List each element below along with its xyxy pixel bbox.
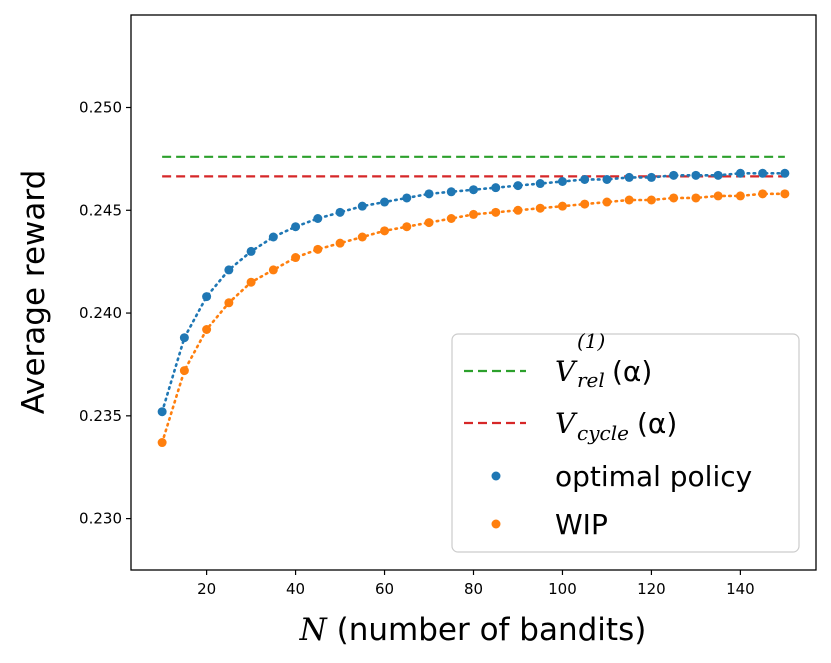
point-0-21 (624, 172, 634, 182)
point-1-28 (780, 189, 790, 199)
point-0-14 (469, 185, 478, 195)
point-1-1 (179, 366, 189, 376)
point-1-12 (424, 218, 434, 228)
y-axis-ticks: 0.230 0.235 0.240 0.245 0.250 (79, 99, 131, 528)
legend-swatch-optimal (491, 471, 501, 481)
point-1-13 (446, 214, 456, 223)
x-axis-label-text: (number of bandits) (327, 612, 647, 648)
point-1-23 (669, 193, 679, 203)
point-1-24 (691, 193, 701, 203)
point-0-28 (780, 168, 790, 178)
point-0-8 (335, 207, 345, 217)
point-1-4 (246, 277, 256, 287)
point-0-22 (646, 172, 656, 182)
point-1-19 (580, 199, 590, 209)
x-axis-label: N (number of bandits) (299, 612, 647, 648)
point-0-1 (179, 333, 189, 343)
point-0-26 (735, 168, 745, 178)
y-tick-label-0: 0.230 (79, 510, 122, 528)
point-1-10 (380, 226, 390, 236)
y-tick-label-3: 0.245 (79, 201, 122, 219)
legend-label-wip: WIP (555, 508, 608, 541)
point-1-18 (557, 201, 567, 211)
point-1-3 (224, 298, 234, 308)
point-0-27 (758, 168, 768, 178)
x-tick-label-3: 80 (464, 580, 483, 598)
point-1-25 (713, 191, 723, 201)
x-tick-label-6: 140 (726, 580, 755, 598)
point-1-16 (513, 205, 523, 215)
x-axis-ticks: 20 40 60 80 100 120 140 (197, 570, 755, 598)
point-0-11 (402, 193, 412, 203)
legend-label-optimal: optimal policy (555, 460, 752, 493)
point-1-14 (469, 209, 478, 219)
point-0-2 (202, 292, 212, 302)
x-tick-label-5: 120 (637, 580, 666, 598)
point-0-13 (446, 187, 456, 197)
point-1-27 (758, 189, 768, 199)
point-0-15 (491, 183, 501, 193)
point-1-8 (335, 238, 345, 248)
point-1-7 (313, 244, 323, 254)
point-0-7 (313, 214, 323, 223)
point-0-12 (424, 189, 434, 199)
point-0-23 (669, 170, 679, 180)
y-tick-label-4: 0.250 (79, 99, 122, 117)
point-0-16 (513, 181, 523, 191)
legend-label-vcycle: Vcycle (α) (555, 407, 677, 445)
legend-swatch-wip (491, 519, 501, 529)
point-0-20 (602, 174, 612, 184)
y-tick-label-1: 0.235 (79, 407, 122, 425)
y-axis-label: Average reward (16, 170, 52, 415)
point-0-19 (580, 174, 590, 184)
point-0-25 (713, 170, 723, 180)
point-1-22 (646, 195, 656, 205)
point-0-24 (691, 170, 701, 180)
point-0-0 (157, 407, 167, 417)
point-0-4 (246, 246, 256, 256)
x-tick-label-0: 20 (197, 580, 216, 598)
point-0-6 (291, 222, 301, 232)
point-1-20 (602, 197, 612, 207)
legend-label-vrel: V(1) rel (α) (555, 329, 652, 392)
point-0-5 (268, 232, 278, 242)
point-0-17 (535, 179, 545, 189)
point-0-10 (380, 197, 390, 207)
point-1-9 (357, 232, 367, 242)
point-1-15 (491, 207, 501, 217)
x-tick-label-4: 100 (548, 580, 577, 598)
y-tick-label-2: 0.240 (79, 304, 122, 322)
x-axis-label-var: N (299, 612, 329, 648)
point-1-21 (624, 195, 634, 205)
point-0-18 (557, 177, 567, 186)
point-1-26 (735, 191, 745, 201)
series-points (157, 168, 790, 448)
legend: V(1) rel (α) Vcycle (α) optimal policy WIP (451, 329, 800, 553)
x-tick-label-1: 40 (286, 580, 305, 598)
point-1-11 (402, 222, 412, 232)
point-1-5 (268, 265, 278, 275)
point-1-6 (291, 253, 301, 263)
point-1-0 (157, 438, 167, 448)
point-1-2 (202, 325, 212, 334)
legend-box (451, 333, 800, 553)
point-0-9 (357, 201, 367, 211)
point-0-3 (224, 265, 234, 275)
x-tick-label-2: 60 (375, 580, 394, 598)
point-1-17 (535, 203, 545, 213)
